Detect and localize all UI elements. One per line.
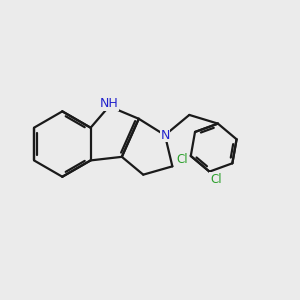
Text: Cl: Cl [177, 153, 188, 166]
Text: Cl: Cl [210, 172, 222, 186]
Text: N: N [160, 129, 170, 142]
Text: NH: NH [100, 97, 118, 110]
